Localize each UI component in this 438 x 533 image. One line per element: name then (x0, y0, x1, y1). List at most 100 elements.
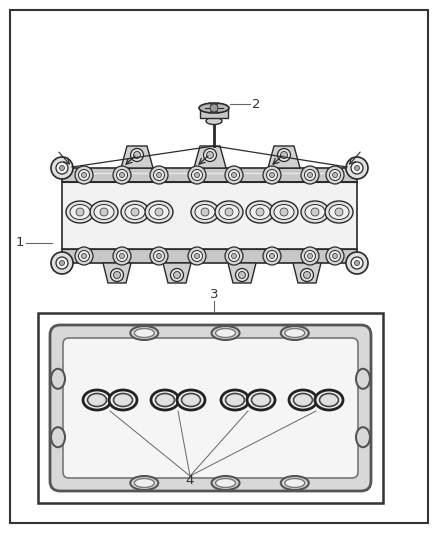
Circle shape (301, 166, 319, 184)
Circle shape (304, 271, 311, 279)
Ellipse shape (356, 427, 370, 447)
Circle shape (156, 254, 162, 259)
Ellipse shape (356, 369, 370, 389)
Circle shape (56, 162, 68, 174)
Ellipse shape (315, 390, 343, 410)
FancyBboxPatch shape (50, 325, 371, 491)
Circle shape (354, 166, 360, 171)
Ellipse shape (134, 479, 154, 488)
Ellipse shape (293, 393, 312, 407)
Text: 2: 2 (252, 98, 261, 110)
Circle shape (301, 247, 319, 265)
Circle shape (188, 166, 206, 184)
Ellipse shape (145, 201, 173, 223)
Circle shape (100, 208, 108, 216)
Ellipse shape (247, 390, 275, 410)
Circle shape (201, 208, 209, 216)
Ellipse shape (305, 205, 325, 220)
Circle shape (300, 269, 314, 281)
Polygon shape (194, 146, 226, 168)
Circle shape (263, 247, 281, 265)
Ellipse shape (83, 390, 111, 410)
Circle shape (51, 252, 73, 274)
Circle shape (76, 208, 84, 216)
Circle shape (332, 173, 338, 177)
Ellipse shape (215, 201, 243, 223)
Circle shape (335, 208, 343, 216)
Ellipse shape (212, 326, 240, 340)
Circle shape (269, 254, 275, 259)
Circle shape (131, 208, 139, 216)
Ellipse shape (51, 369, 65, 389)
Circle shape (229, 251, 240, 262)
Circle shape (210, 104, 218, 112)
Circle shape (326, 247, 344, 265)
Ellipse shape (251, 393, 271, 407)
Ellipse shape (301, 201, 329, 223)
Ellipse shape (329, 205, 349, 220)
Bar (200, 108, 228, 118)
Circle shape (110, 269, 124, 281)
Circle shape (304, 251, 315, 262)
Circle shape (266, 251, 278, 262)
Ellipse shape (191, 201, 219, 223)
Ellipse shape (130, 326, 158, 340)
Circle shape (232, 254, 237, 259)
Ellipse shape (113, 393, 133, 407)
Circle shape (134, 151, 141, 158)
Circle shape (56, 257, 68, 269)
Circle shape (263, 166, 281, 184)
Circle shape (78, 169, 89, 181)
Ellipse shape (88, 393, 106, 407)
Circle shape (78, 251, 89, 262)
Circle shape (81, 254, 86, 259)
Ellipse shape (125, 205, 145, 220)
Circle shape (113, 271, 120, 279)
Ellipse shape (94, 205, 114, 220)
Circle shape (117, 251, 127, 262)
Ellipse shape (149, 205, 169, 220)
Ellipse shape (195, 205, 215, 220)
Circle shape (170, 269, 184, 281)
Circle shape (256, 208, 264, 216)
Circle shape (278, 149, 290, 161)
Ellipse shape (285, 328, 305, 337)
Ellipse shape (130, 476, 158, 490)
Bar (62, 182, 357, 249)
Circle shape (173, 271, 180, 279)
Circle shape (326, 166, 344, 184)
Circle shape (156, 173, 162, 177)
Ellipse shape (206, 117, 222, 125)
Ellipse shape (199, 103, 229, 113)
Polygon shape (163, 263, 191, 283)
Circle shape (351, 257, 363, 269)
Circle shape (266, 169, 278, 181)
Ellipse shape (181, 393, 201, 407)
Circle shape (75, 166, 93, 184)
Ellipse shape (155, 393, 174, 407)
Circle shape (346, 157, 368, 179)
Ellipse shape (66, 201, 94, 223)
Polygon shape (293, 263, 321, 283)
Circle shape (346, 252, 368, 274)
Circle shape (150, 247, 168, 265)
Circle shape (113, 166, 131, 184)
Ellipse shape (221, 390, 249, 410)
Circle shape (194, 173, 199, 177)
Circle shape (155, 208, 163, 216)
Circle shape (280, 208, 288, 216)
Ellipse shape (109, 390, 137, 410)
Circle shape (60, 261, 64, 265)
Circle shape (153, 169, 165, 181)
Ellipse shape (70, 205, 90, 220)
Circle shape (307, 254, 312, 259)
Circle shape (229, 169, 240, 181)
Circle shape (304, 169, 315, 181)
Polygon shape (103, 263, 131, 283)
Ellipse shape (246, 201, 274, 223)
Polygon shape (228, 263, 256, 283)
Circle shape (191, 169, 202, 181)
Ellipse shape (215, 328, 236, 337)
Text: 4: 4 (186, 474, 194, 488)
Bar (62, 168, 357, 182)
